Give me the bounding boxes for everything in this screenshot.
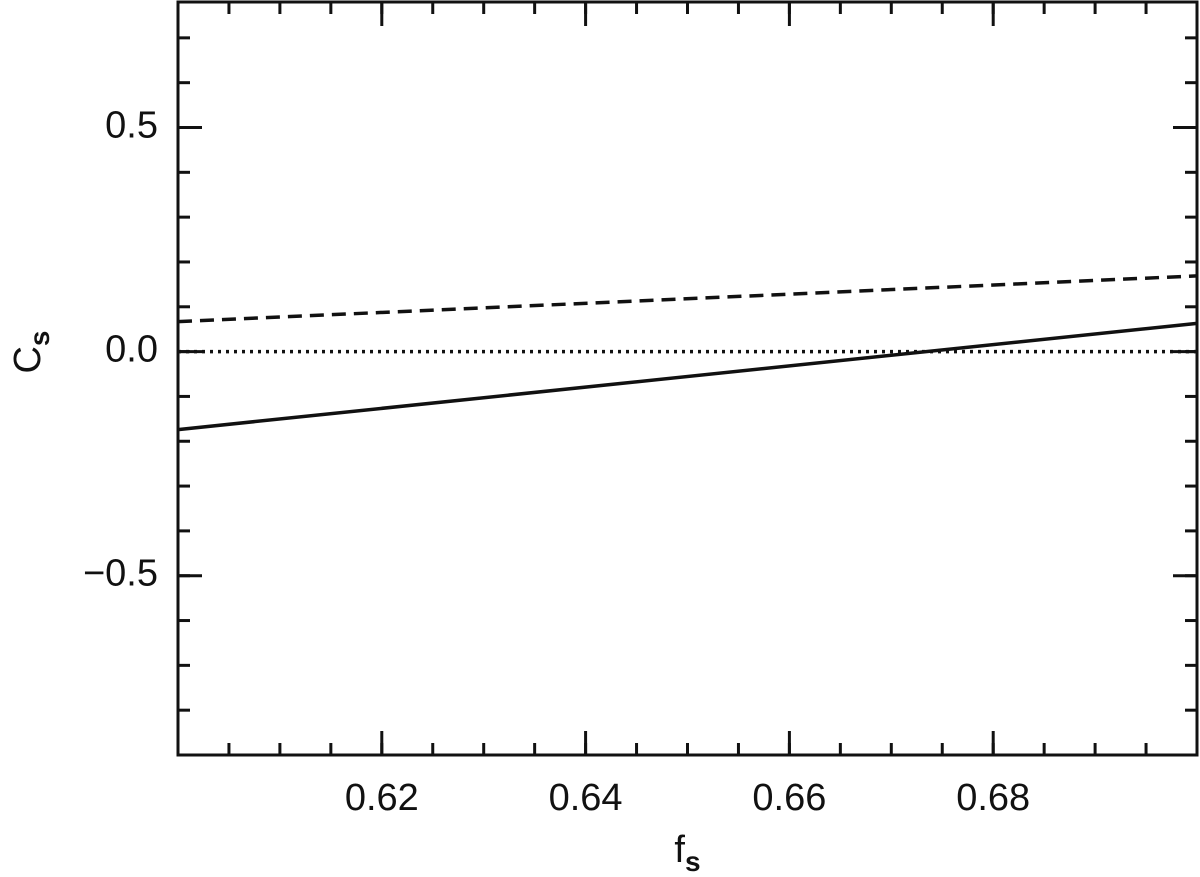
y-tick-label: 0.0 [105,329,158,371]
x-axis-label-main: f [674,829,685,871]
y-axis-label: Cs [7,330,55,373]
x-tick-label: 0.64 [549,777,623,819]
x-axis-label-sub: s [685,846,701,877]
x-tick-label: 0.62 [345,777,419,819]
x-axis-label: fs [674,829,700,877]
x-tick-label: 0.66 [752,777,826,819]
x-tick-label: 0.68 [956,777,1030,819]
y-axis-label-main: C [7,346,49,373]
data-line [177,321,1198,432]
y-axis-label-sub: s [24,330,55,346]
y-tick-label: 0.5 [105,105,158,147]
plot-frame [176,0,1199,757]
data-line [177,274,1198,324]
y-tick-label: −0.5 [83,553,158,595]
